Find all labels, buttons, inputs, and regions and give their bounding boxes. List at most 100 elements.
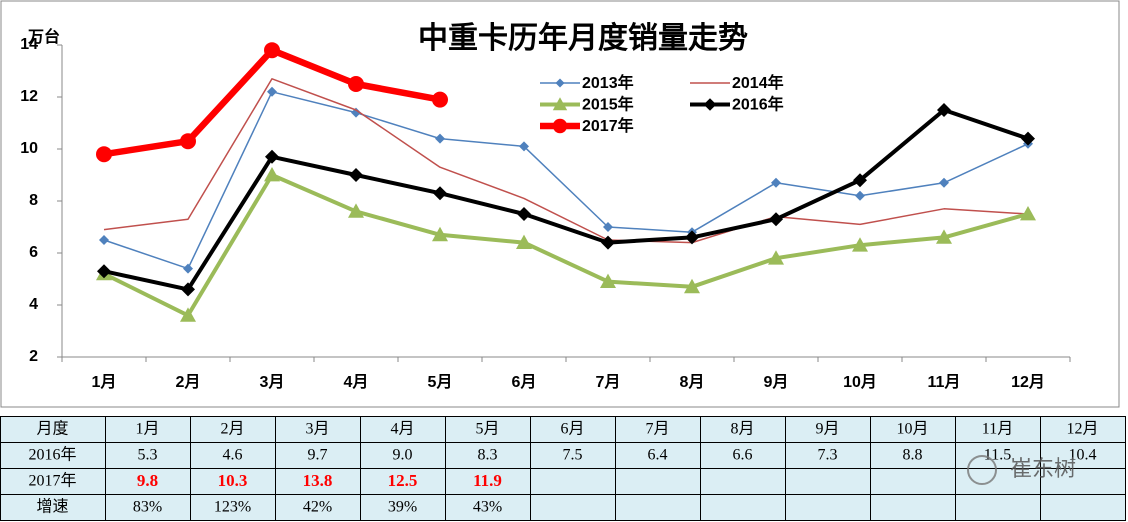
table-cell — [275, 416, 361, 443]
table-text: 39% — [388, 499, 417, 516]
marker — [267, 86, 277, 97]
table-text: 4.6 — [223, 447, 243, 464]
table-cell — [870, 468, 956, 495]
marker — [936, 229, 952, 244]
marker — [1020, 206, 1036, 221]
marker — [516, 234, 532, 249]
marker — [768, 250, 784, 265]
table-text: 2017年 — [28, 472, 76, 490]
table-cell — [190, 468, 276, 495]
marker — [435, 133, 445, 144]
legend-label: 2016年 — [732, 95, 784, 114]
table-cell — [785, 468, 871, 495]
table-text: 9.0 — [393, 447, 413, 464]
marker — [96, 146, 112, 163]
marker — [769, 212, 783, 227]
table-cell — [870, 416, 956, 443]
table-text: 6.4 — [648, 447, 668, 464]
series-line — [103, 108, 1029, 292]
marker — [349, 168, 363, 182]
table-text: 43% — [473, 499, 502, 516]
legend-label: 2015年 — [582, 95, 634, 114]
legend-label: 2017年 — [582, 116, 634, 135]
table-text: 8月 — [730, 421, 754, 438]
table-cell — [615, 494, 701, 521]
table-text: 12.5 — [388, 471, 418, 490]
watermark-icon — [967, 455, 997, 485]
marker — [99, 235, 109, 245]
chart-frame — [0, 0, 1120, 408]
table-text: 2月 — [220, 421, 244, 438]
table-cell — [870, 494, 956, 521]
table-cell — [105, 442, 191, 469]
table-text: 83% — [133, 499, 162, 516]
table-text: 7月 — [645, 421, 669, 438]
table-cell — [190, 442, 276, 469]
table-text: 4月 — [390, 421, 414, 438]
table-text: 月度 — [36, 420, 68, 438]
series-line — [103, 78, 1029, 244]
table-cell — [105, 494, 191, 521]
y-tick-label: 8 — [29, 192, 38, 209]
marker — [181, 282, 195, 297]
x-tick-label: 9月 — [764, 373, 789, 391]
table-cell — [530, 468, 616, 495]
table-cell — [785, 494, 871, 521]
x-tick-label: 5月 — [428, 373, 453, 391]
table-cell — [1040, 494, 1126, 521]
marker — [684, 278, 700, 294]
marker — [852, 237, 868, 252]
marker — [264, 42, 280, 59]
table-cell — [1040, 442, 1126, 469]
table-cell — [190, 416, 276, 443]
table-cell — [700, 494, 786, 521]
table-cell — [530, 442, 616, 469]
marker — [517, 207, 531, 221]
table-text: 11月 — [982, 421, 1013, 438]
marker — [265, 149, 279, 164]
table-cell — [445, 416, 531, 443]
legend-label: 2013年 — [582, 73, 634, 92]
table-text: 1月 — [135, 421, 159, 438]
marker — [853, 173, 867, 188]
marker — [348, 203, 364, 218]
marker — [937, 103, 951, 117]
table-cell — [0, 468, 106, 495]
marker — [771, 177, 781, 188]
table-cell — [615, 442, 701, 469]
table-cell — [360, 442, 446, 469]
y-tick-label: 6 — [29, 244, 38, 261]
y-tick-label: 4 — [29, 296, 38, 313]
table-text: 10.4 — [1069, 447, 1097, 464]
series-line — [103, 173, 1029, 318]
table-cell — [0, 494, 106, 521]
table-cell — [1040, 416, 1126, 443]
marker — [939, 177, 949, 188]
x-tick-label: 2月 — [176, 373, 201, 391]
x-tick-label: 12月 — [1011, 373, 1045, 391]
table-text: 12月 — [1066, 421, 1098, 438]
table-cell — [870, 442, 956, 469]
table-cell — [530, 416, 616, 443]
legend-label: 2014年 — [732, 73, 784, 92]
table-cell — [0, 416, 106, 443]
marker — [264, 167, 280, 182]
marker — [600, 273, 616, 288]
table-text: 增速 — [36, 498, 68, 516]
table-cell — [105, 416, 191, 443]
table-text: 9.8 — [137, 471, 158, 490]
marker — [180, 133, 196, 150]
table-text: 42% — [303, 499, 332, 516]
table-cell — [105, 468, 191, 495]
x-tick-label: 8月 — [680, 373, 705, 391]
marker — [183, 263, 193, 274]
x-tick-label: 1月 — [92, 373, 117, 391]
table-text: 13.8 — [303, 471, 333, 490]
table-cell — [785, 416, 871, 443]
table-cell — [275, 468, 361, 495]
table-cell — [700, 468, 786, 495]
marker — [1021, 131, 1035, 146]
table-cell — [445, 494, 531, 521]
table-text: 10.3 — [218, 471, 248, 490]
